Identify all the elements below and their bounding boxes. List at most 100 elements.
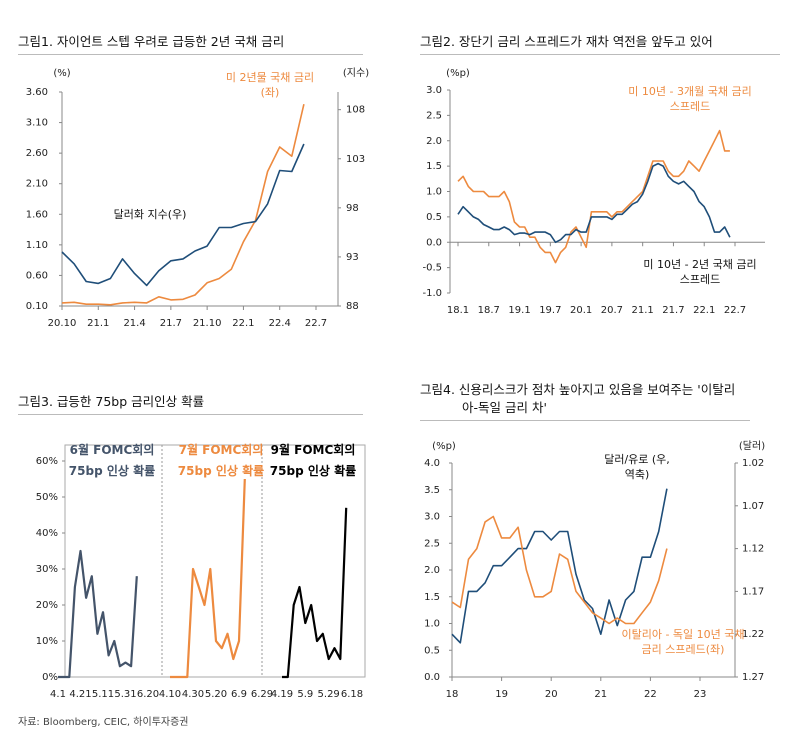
y-tick-label: 0.10 (26, 301, 48, 312)
series-line (61, 104, 305, 306)
series-line (451, 488, 668, 644)
y-tick-label: 3.10 (26, 118, 48, 129)
x-tick-label: 6.9 (231, 689, 247, 700)
x-tick-label: 22.1 (232, 318, 254, 329)
y2-tick-label: 1.12 (742, 544, 764, 555)
y-tick-label: 1.60 (26, 209, 48, 220)
y2-tick-label: 93 (346, 252, 359, 263)
y-tick-label: 10% (36, 636, 58, 647)
x-tick-label: 18.1 (447, 305, 469, 316)
series-line (457, 129, 730, 264)
series-line (58, 549, 138, 679)
x-tick-label: 21 (594, 689, 607, 700)
y-tick-label: 1.5 (426, 161, 442, 172)
x-tick-label: 19.7 (539, 305, 561, 316)
y-tick-label: 1.10 (26, 240, 48, 251)
series-label: 미 10년 - 2년 국채 금리 스프레드 (643, 258, 757, 286)
y2-tick-label: 98 (346, 203, 359, 214)
x-tick-label: 21.4 (123, 318, 145, 329)
x-tick-label: 21.10 (193, 318, 222, 329)
series-line (170, 478, 246, 679)
y-axis-label: (%) (53, 68, 70, 79)
x-tick-label: 21.7 (662, 305, 684, 316)
y-tick-label: 2.5 (424, 538, 440, 549)
y-tick-label: 4.0 (424, 458, 440, 469)
y-tick-label: 1.5 (424, 592, 440, 603)
y-tick-label: 3.60 (26, 87, 48, 98)
y-axis-label: (%p) (446, 68, 470, 79)
y2-tick-label: 1.17 (742, 586, 764, 597)
x-tick-label: 4.19 (271, 689, 293, 700)
y2-tick-label: 1.07 (742, 501, 764, 512)
x-tick-label: 4.10 (159, 689, 181, 700)
y-tick-label: 2.0 (426, 136, 442, 147)
y-tick-label: 1.0 (424, 619, 440, 630)
footer: 자료: Bloomberg, CEIC, 하이투자증권 (18, 717, 189, 728)
y-tick-label: 0% (42, 672, 58, 683)
series-line (457, 162, 731, 244)
y-tick-label: 0.5 (426, 212, 442, 223)
series-label: 이탈리아 - 독일 10년 국채 금리 스프레드(좌) (621, 628, 745, 656)
x-tick-label: 20.10 (48, 318, 77, 329)
y2-tick-label: 108 (346, 105, 365, 116)
x-tick-label: 6.18 (341, 689, 363, 700)
chart-title: 그림4. 신용리스크가 점차 높아지고 있음을 보여주는 '이탈리아-독일 금리… (420, 381, 750, 421)
y-tick-label: 3.5 (424, 485, 440, 496)
chart-title: 그림2. 장단기 금리 스프레드가 재차 역전을 앞두고 있어 (420, 33, 780, 55)
x-tick-label: 4.30 (182, 689, 204, 700)
x-tick-label: 4.21 (69, 689, 91, 700)
y-tick-label: 0.0 (426, 237, 442, 248)
x-tick-label: 22.7 (724, 305, 746, 316)
x-tick-label: 18.7 (478, 305, 500, 316)
y-tick-label: 0.0 (424, 672, 440, 683)
x-tick-label: 21.1 (632, 305, 654, 316)
x-tick-label: 18 (446, 689, 459, 700)
plot-frame (64, 444, 366, 678)
y-tick-label: 2.10 (26, 179, 48, 190)
x-tick-label: 22.1 (693, 305, 715, 316)
y-tick-label: 2.5 (426, 110, 442, 121)
series-label: 달러/유로 (우,역축) (604, 453, 670, 481)
y-tick-label: 60% (36, 456, 58, 467)
x-tick-label: 20.7 (601, 305, 623, 316)
x-tick-label: 5.31 (114, 689, 136, 700)
x-tick-label: 5.20 (205, 689, 227, 700)
x-tick-label: 5.9 (297, 689, 313, 700)
y-tick-label: 50% (36, 492, 58, 503)
series-label: 미 10년 - 3개월 국채 금리 스프레드 (628, 85, 752, 113)
y2-tick-label: 88 (346, 301, 359, 312)
y2-tick-label: 103 (346, 154, 365, 165)
series-label: 6월 FOMC회의 75bp 인상 확률 (68, 443, 156, 478)
x-tick-label: 5.29 (318, 689, 340, 700)
y-tick-label: 1.0 (426, 187, 442, 198)
y-tick-label: 3.0 (426, 85, 442, 96)
series-label: 9월 FOMC회의 75bp 인상 확률 (269, 443, 357, 478)
y-tick-label: 2.0 (424, 565, 440, 576)
series-line (61, 143, 305, 287)
x-tick-label: 20.1 (570, 305, 592, 316)
series-label: 미 2년물 국채 금리(좌) (225, 71, 315, 99)
y-tick-label: 20% (36, 600, 58, 611)
y-axis-label: (%p) (432, 441, 456, 452)
x-tick-label: 21.1 (87, 318, 109, 329)
y-tick-label: -0.5 (422, 263, 442, 274)
y-tick-label: -1.0 (422, 288, 442, 299)
series-label: 7월 FOMC회의 75bp 인상 확률 (177, 443, 265, 478)
y-tick-label: 0.60 (26, 270, 48, 281)
y2-tick-label: 1.27 (742, 672, 764, 683)
chart-title: 그림1. 자이언트 스텝 우려로 급등한 2년 국채 금리 (18, 33, 363, 55)
x-tick-label: 23 (694, 689, 707, 700)
x-tick-label: 19 (495, 689, 508, 700)
x-tick-label: 22.4 (269, 318, 291, 329)
x-tick-label: 4.1 (50, 689, 66, 700)
series-line (282, 507, 348, 679)
y2-axis-label: (지수) (343, 67, 369, 79)
x-tick-label: 6.20 (137, 689, 159, 700)
chart-title: 그림3. 급등한 75bp 금리인상 확률 (18, 393, 363, 415)
x-tick-label: 20 (545, 689, 558, 700)
x-tick-label: 21.7 (160, 318, 182, 329)
y-tick-label: 40% (36, 528, 58, 539)
y2-tick-label: 1.22 (742, 629, 764, 640)
x-tick-label: 19.1 (508, 305, 530, 316)
